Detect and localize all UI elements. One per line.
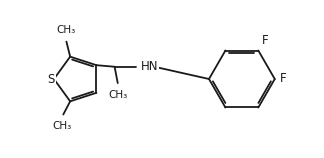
Text: F: F	[261, 34, 268, 47]
Text: F: F	[280, 72, 286, 85]
Text: CH₃: CH₃	[52, 121, 71, 131]
Text: HN: HN	[141, 60, 158, 73]
Text: CH₃: CH₃	[109, 90, 128, 100]
Text: CH₃: CH₃	[57, 25, 76, 35]
Text: S: S	[48, 73, 55, 85]
